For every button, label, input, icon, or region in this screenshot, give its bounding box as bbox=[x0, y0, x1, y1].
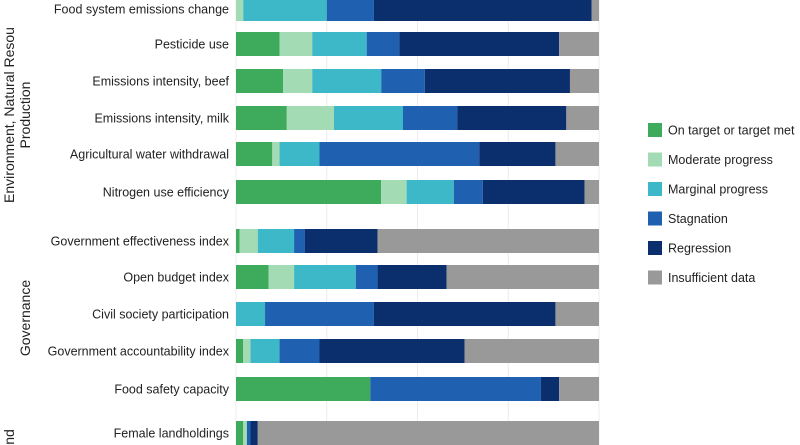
bar-segment bbox=[243, 339, 251, 363]
bar-segment bbox=[236, 142, 273, 166]
bar-segment bbox=[381, 180, 407, 204]
bar-segment bbox=[250, 339, 280, 363]
bar-segment bbox=[279, 142, 320, 166]
bar-segment bbox=[236, 32, 280, 56]
category-labels: Food system emissions change Pesticide us… bbox=[48, 3, 230, 441]
bar-segment bbox=[377, 229, 599, 253]
bar-segment bbox=[457, 106, 567, 130]
category-label: Government effectiveness index bbox=[51, 235, 230, 249]
bars bbox=[236, 0, 599, 445]
category-label: Open budget index bbox=[123, 271, 229, 285]
bar-segment bbox=[236, 421, 244, 445]
category-label: Nitrogen use efficiency bbox=[103, 186, 230, 200]
legend-swatch bbox=[648, 123, 662, 137]
category-label: Emissions intensity, milk bbox=[94, 112, 229, 126]
bar-segment bbox=[464, 339, 599, 363]
bar-segment bbox=[257, 421, 599, 445]
legend: On target or target met Moderate progress… bbox=[648, 123, 795, 285]
bar-segment bbox=[569, 69, 599, 93]
legend-swatch bbox=[648, 241, 662, 255]
bar-segment bbox=[591, 0, 599, 21]
legend-label: Stagnation bbox=[668, 212, 728, 226]
bar-segment bbox=[312, 69, 382, 93]
bar-segment bbox=[236, 180, 382, 204]
group-labels: Environment, Natural ResouProduction Gove… bbox=[1, 27, 33, 445]
bar-segment bbox=[555, 142, 599, 166]
bar-segment bbox=[312, 32, 367, 56]
bar-segment bbox=[366, 32, 400, 56]
bar-segment bbox=[334, 106, 403, 130]
category-label: Civil society participation bbox=[92, 308, 229, 322]
bar-segment bbox=[279, 32, 313, 56]
bar-segment bbox=[239, 229, 258, 253]
bar-segment bbox=[402, 106, 458, 130]
bar-segment bbox=[236, 106, 287, 130]
category-label: Emissions intensity, beef bbox=[92, 75, 229, 89]
group-label-environment: Environment, Natural ResouProduction bbox=[1, 27, 33, 203]
bar-segment bbox=[265, 302, 374, 326]
bar-segment bbox=[236, 377, 371, 401]
bar-segment bbox=[243, 421, 247, 445]
bar-segment bbox=[381, 69, 425, 93]
bar-segment bbox=[236, 265, 269, 289]
bar-segment bbox=[373, 302, 556, 326]
legend-swatch bbox=[648, 152, 662, 167]
bar-segment bbox=[482, 180, 585, 204]
bar-segment bbox=[268, 265, 295, 289]
bar-segment bbox=[250, 421, 258, 445]
bar-segment bbox=[304, 229, 378, 253]
bar-segment bbox=[424, 69, 570, 93]
legend-swatch bbox=[648, 182, 662, 196]
bar-segment bbox=[319, 339, 465, 363]
bar-segment bbox=[279, 339, 320, 363]
bar-segment bbox=[272, 142, 280, 166]
category-label: Female landholdings bbox=[114, 427, 229, 441]
bar-segment bbox=[246, 421, 251, 445]
legend-label: Regression bbox=[668, 242, 731, 256]
legend-swatch bbox=[648, 211, 662, 226]
bar-segment bbox=[236, 302, 266, 326]
bar-segment bbox=[453, 180, 483, 204]
bar-segment bbox=[555, 302, 599, 326]
bar-segment bbox=[377, 265, 447, 289]
bar-segment bbox=[319, 142, 480, 166]
bar-segment bbox=[243, 0, 327, 21]
bar-segment bbox=[406, 180, 454, 204]
bar-segment bbox=[326, 0, 374, 21]
bar-segment bbox=[370, 377, 541, 401]
bar-segment bbox=[399, 32, 560, 56]
bar-segment bbox=[540, 377, 560, 401]
legend-label: Moderate progress bbox=[668, 153, 773, 167]
bar-segment bbox=[373, 0, 592, 21]
bar-segment bbox=[236, 229, 240, 253]
bar-segment bbox=[294, 229, 305, 253]
category-label: Agricultural water withdrawal bbox=[70, 148, 229, 162]
bar-segment bbox=[236, 339, 244, 363]
bar-segment bbox=[294, 265, 356, 289]
bar-segment bbox=[355, 265, 378, 289]
bar-segment bbox=[257, 229, 295, 253]
group-label-partial: nd bbox=[1, 429, 17, 445]
category-label: Government accountability index bbox=[48, 345, 230, 359]
bar-segment bbox=[283, 69, 313, 93]
bar-segment bbox=[479, 142, 556, 166]
category-label: Food safety capacity bbox=[114, 383, 229, 397]
group-label-governance: Governance bbox=[17, 280, 33, 356]
bar-segment bbox=[559, 32, 599, 56]
bar-segment bbox=[446, 265, 599, 289]
bar-segment bbox=[236, 69, 284, 93]
legend-label: Marginal progress bbox=[668, 183, 768, 197]
category-label: Pesticide use bbox=[155, 38, 229, 52]
bar-segment bbox=[286, 106, 335, 130]
legend-label: On target or target met bbox=[668, 124, 795, 138]
bar-segment bbox=[566, 106, 599, 130]
bar-segment bbox=[559, 377, 599, 401]
legend-label: Insufficient data bbox=[668, 271, 755, 285]
bar-segment bbox=[236, 0, 244, 21]
legend-swatch bbox=[648, 270, 662, 285]
bar-segment bbox=[584, 180, 599, 204]
category-label: Food system emissions change bbox=[54, 3, 229, 17]
